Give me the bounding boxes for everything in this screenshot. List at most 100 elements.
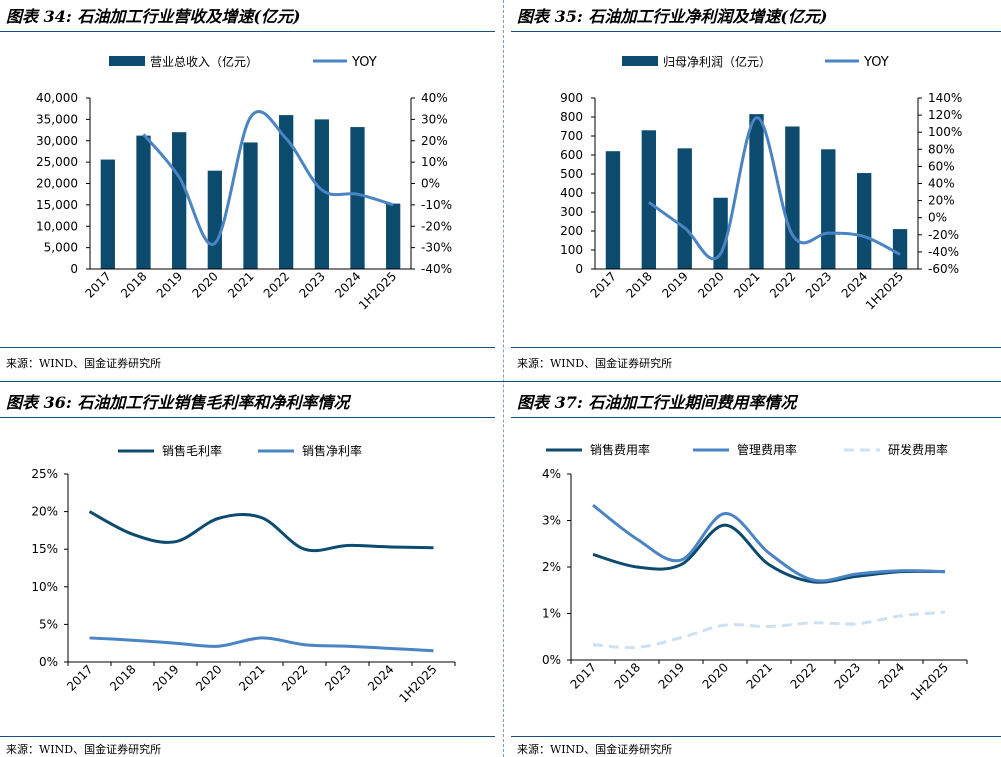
x-tick-label: 2019 [150,662,181,693]
y2-tick-label: -40% [421,262,452,276]
x-tick-label: 2023 [296,269,327,300]
bar [785,126,800,269]
y-tick-label: 1% [542,607,561,621]
y2-tick-label: 40% [928,177,955,191]
x-tick-label: 2017 [64,662,95,693]
y2-tick-label: 100% [928,125,962,139]
y-tick-label: 5% [39,617,58,631]
legend-swatch-bar [622,56,658,66]
y-tick-label: 10,000 [36,219,78,233]
panel-divider-vertical [503,0,504,757]
bar [350,127,365,269]
source-rule [511,736,1001,737]
y2-tick-label: 120% [928,108,962,122]
y-tick-label: 15% [31,542,58,556]
legend-label: 销售净利率 [302,443,362,458]
y-tick-label: 20,000 [36,177,78,191]
bar [821,149,836,269]
yoy-line [647,116,901,261]
y-tick-label: 35,000 [36,112,78,126]
title-rule [0,417,495,418]
series-line [88,510,434,553]
source-note: 来源：WIND、国金证券研究所 [517,743,673,756]
y2-tick-label: 10% [421,155,448,169]
legend-label: 销售毛利率 [162,443,222,458]
y-tick-label: 900 [560,91,583,105]
y-tick-label: 15,000 [36,198,78,212]
x-tick-label: 2020 [695,269,726,300]
y-tick-label: 800 [560,110,583,124]
x-tick-label: 2017 [588,269,619,300]
x-tick-label: 2020 [189,269,220,300]
x-tick-label: 2022 [767,269,798,300]
y-tick-label: 4% [542,467,561,481]
x-tick-label: 2018 [623,269,654,300]
y2-tick-label: 20% [928,194,955,208]
x-tick-label: 2021 [236,662,267,693]
chart-title: 图表 35: 石油加工行业净利润及增速(亿元) [517,7,828,26]
bar [136,135,151,269]
y2-tick-label: -30% [421,241,452,255]
y-tick-label: 0 [70,262,78,276]
bar [856,173,872,269]
legend-label-line: YOY [863,55,889,70]
series-line [592,610,946,650]
y-tick-label: 20% [31,505,58,519]
y-tick-label: 200 [560,224,583,238]
bar [172,132,187,269]
x-tick-label: 2019 [656,660,687,691]
bar [749,114,764,270]
chart-panel-37: 图表 37: 石油加工行业期间费用率情况 销售费用率 管理费用率 研发费用率 0% 1%… [511,386,1001,757]
x-tick-label: 2023 [803,269,834,300]
x-tick-label: 2020 [193,662,224,693]
x-tick-label: 2022 [261,269,292,300]
chart-title: 图表 37: 石油加工行业期间费用率情况 [517,393,797,412]
y-tick-label: 2% [542,560,561,574]
x-tick-label: 2018 [118,269,149,300]
bar [386,203,401,269]
margin-chart: 销售毛利率 销售净利率 0% 5% 10% 15% 20% 25% 2017 2018 2019 20… [31,443,456,705]
chart-panel-36: 图表 36: 石油加工行业销售毛利率和净利率情况 销售毛利率 销售净利率 0% 5% 1… [0,386,495,757]
title-rule [0,31,495,32]
bar [314,119,329,269]
y-tick-label: 25% [31,467,58,481]
x-tick-label: 2017 [82,269,113,300]
bar [677,148,692,269]
x-tick-label: 2024 [365,662,396,693]
y-tick-label: 25,000 [36,155,78,169]
y-tick-label: 300 [560,205,583,219]
x-tick-label: 2022 [788,660,819,691]
series-line [89,636,434,653]
x-tick-label: 2024 [839,269,870,300]
x-tick-label: 2018 [107,662,138,693]
x-tick-label: 1H2025 [396,662,439,705]
chart-title: 图表 34: 石油加工行业营收及增速(亿元) [6,7,301,26]
y2-tick-label: -20% [421,219,452,233]
bar [892,229,908,269]
bar [100,159,115,269]
bar [243,142,258,269]
x-tick-label: 2021 [744,660,775,691]
yoy-line [142,110,394,246]
y-tick-label: 700 [560,129,583,143]
legend-label: 研发费用率 [888,442,948,457]
bar [605,151,621,269]
chart-panel-34: 图表 34: 石油加工行业营收及增速(亿元) 营业总收入（亿元） YOY 0 5,00… [0,0,495,378]
series-line [592,503,946,583]
source-rule [511,347,1001,348]
y2-tick-label: -10% [421,198,452,212]
y-tick-label: 0 [575,262,583,276]
legend-swatch-bar [109,56,145,66]
x-tick-label: 2023 [832,660,863,691]
y2-tick-label: 20% [421,134,448,148]
legend-label-bar: 归母净利润（亿元） [663,54,771,69]
bar [713,197,728,269]
x-tick-label: 2022 [279,662,310,693]
y2-tick-label: 40% [421,91,448,105]
expense-ratio-chart: 销售费用率 管理费用率 研发费用率 0% 1% 2% 3% 4% 2017 2018 2019 202… [542,442,968,703]
x-tick-label: 2024 [332,269,363,300]
x-tick-label: 1H2025 [863,269,906,312]
x-tick-label: 2023 [322,662,353,693]
y-tick-label: 5,000 [44,241,78,255]
bar [641,130,657,269]
